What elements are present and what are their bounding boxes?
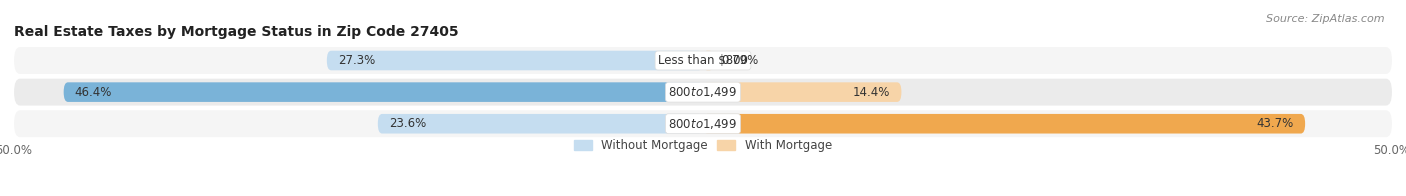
Text: Source: ZipAtlas.com: Source: ZipAtlas.com — [1267, 14, 1385, 24]
Text: $800 to $1,499: $800 to $1,499 — [668, 117, 738, 131]
FancyBboxPatch shape — [703, 82, 901, 102]
Text: 0.79%: 0.79% — [721, 54, 758, 67]
FancyBboxPatch shape — [703, 51, 714, 70]
Text: Real Estate Taxes by Mortgage Status in Zip Code 27405: Real Estate Taxes by Mortgage Status in … — [14, 25, 458, 39]
Text: 43.7%: 43.7% — [1257, 117, 1294, 130]
FancyBboxPatch shape — [63, 82, 703, 102]
FancyBboxPatch shape — [703, 114, 1305, 133]
Text: 23.6%: 23.6% — [389, 117, 426, 130]
FancyBboxPatch shape — [14, 79, 1392, 106]
Text: 14.4%: 14.4% — [853, 86, 890, 99]
FancyBboxPatch shape — [326, 51, 703, 70]
FancyBboxPatch shape — [14, 110, 1392, 137]
Text: Less than $800: Less than $800 — [658, 54, 748, 67]
FancyBboxPatch shape — [378, 114, 703, 133]
Text: 27.3%: 27.3% — [337, 54, 375, 67]
FancyBboxPatch shape — [14, 47, 1392, 74]
Text: 46.4%: 46.4% — [75, 86, 112, 99]
Text: $800 to $1,499: $800 to $1,499 — [668, 85, 738, 99]
Legend: Without Mortgage, With Mortgage: Without Mortgage, With Mortgage — [569, 134, 837, 157]
